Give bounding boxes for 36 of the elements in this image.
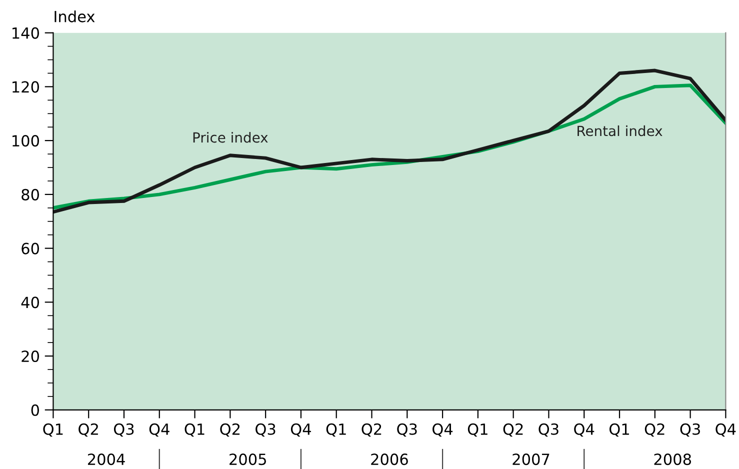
text: 2004 xyxy=(88,454,125,466)
series-label: Price index xyxy=(193,132,268,143)
y-tick-label: 120 xyxy=(12,81,39,93)
y-tick-label: 0 xyxy=(31,404,39,416)
y-tick-label: 100 xyxy=(12,135,39,147)
x-tick-label: Q3 xyxy=(397,423,417,437)
y-tick-label: 40 xyxy=(21,296,39,308)
x-tick-label: Q3 xyxy=(680,423,700,437)
y-axis-title: Index xyxy=(54,10,95,22)
text: 2005 xyxy=(230,454,266,466)
x-tick-label: Q2 xyxy=(78,423,98,437)
text: 2007 xyxy=(512,454,550,466)
x-tick-label: Q3 xyxy=(256,423,276,437)
y-tick-label: 140 xyxy=(12,27,39,39)
x-tick-label: Q1 xyxy=(43,423,63,437)
y-tick-label: 60 xyxy=(22,242,39,254)
x-tick-label: Q2 xyxy=(644,423,664,437)
x-tick-label: Q4 xyxy=(432,423,453,437)
x-tick-label: Q4 xyxy=(716,423,736,437)
x-tick-label: Q1 xyxy=(610,423,629,437)
x-tick-label: Q2 xyxy=(220,423,240,437)
y-tick-label: 20 xyxy=(22,350,39,362)
x-tick-label: Q3 xyxy=(538,423,558,437)
x-tick-label: Q1 xyxy=(468,423,488,437)
text: 2008 xyxy=(654,454,691,466)
series-label: Rental index xyxy=(578,125,662,136)
x-tick-label: Q1 xyxy=(184,423,204,437)
x-tick-label: Q4 xyxy=(149,423,170,437)
x-tick-label: Q1 xyxy=(326,423,346,437)
x-tick-label: Q4 xyxy=(290,423,311,437)
x-tick-label: Q2 xyxy=(362,423,382,437)
text: 2006 xyxy=(371,454,408,466)
x-tick-label: Q3 xyxy=(114,423,134,437)
x-tick-label: Q4 xyxy=(574,423,594,437)
y-tick-label: 80 xyxy=(22,188,39,200)
x-tick-label: Q2 xyxy=(503,423,523,437)
